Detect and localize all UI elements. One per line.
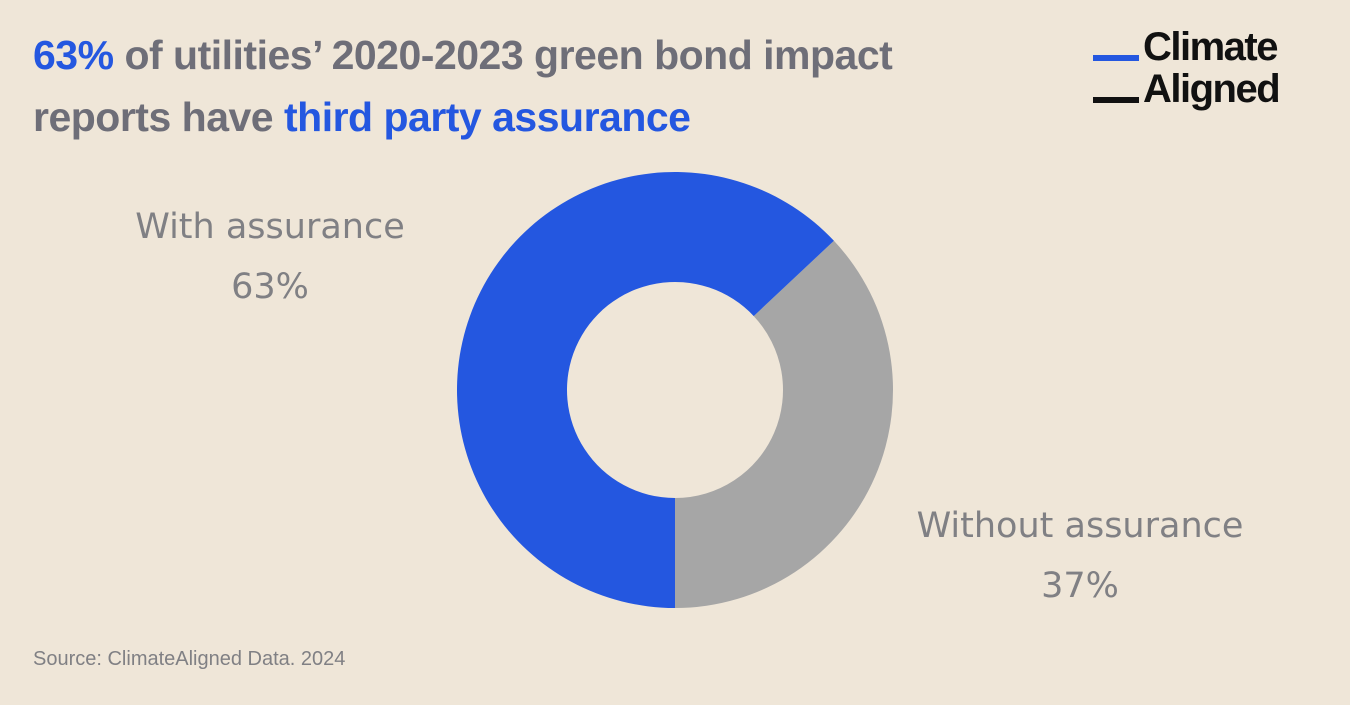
donut-slice-without-assurance [675, 240, 893, 608]
climate-aligned-logo: Climate Aligned [1093, 27, 1323, 117]
slice-category-label: Without assurance [916, 506, 1244, 546]
logo-word-aligned: Aligned [1143, 67, 1281, 111]
title-highlight-assurance: third party assurance [284, 94, 691, 140]
slice-value-label: 63% [231, 267, 309, 307]
slice-value-label: 37% [1041, 566, 1119, 606]
donut-chart [456, 171, 893, 608]
title-highlight-percent: 63% [33, 32, 114, 78]
title-text-part-2: reports have [33, 94, 284, 140]
chart-title: 63% of utilities’ 2020-2023 green bond i… [33, 24, 1033, 148]
donut-slice-with-assurance [456, 171, 834, 608]
logo-bar-bottom [1093, 97, 1139, 103]
slice-label-without-assurance: Without assurance 37% [880, 496, 1280, 616]
logo-word-climate: Climate [1143, 25, 1279, 69]
title-text-part-1: of utilities’ 2020-2023 green bond impac… [113, 32, 893, 78]
logo-bar-top [1093, 55, 1139, 61]
slice-category-label: With assurance [135, 207, 405, 247]
slice-label-with-assurance: With assurance 63% [110, 197, 430, 317]
source-note: Source: ClimateAligned Data. 2024 [33, 648, 346, 670]
